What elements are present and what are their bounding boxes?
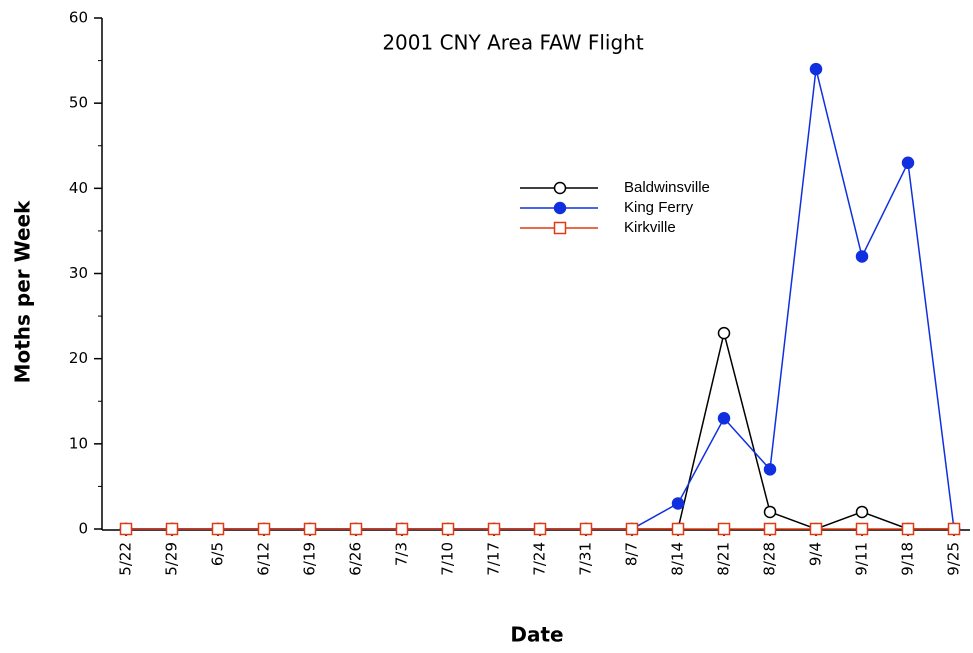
data-point xyxy=(717,522,731,536)
data-point xyxy=(763,522,777,536)
x-tick-label: 9/25 xyxy=(945,542,963,576)
legend-label: Baldwinsville xyxy=(624,179,710,196)
legend-label: King Ferry xyxy=(624,199,694,216)
data-point xyxy=(671,522,685,536)
data-point xyxy=(579,522,593,536)
y-tick-label: 30 xyxy=(69,264,88,282)
x-tick-label: 6/26 xyxy=(347,542,365,576)
x-tick-label: 7/3 xyxy=(393,542,411,566)
data-point xyxy=(763,505,777,519)
y-tick-label: 10 xyxy=(69,434,88,452)
y-axis-label: Moths per Week xyxy=(11,200,35,383)
chart-title: 2001 CNY Area FAW Flight xyxy=(382,31,644,55)
series-line xyxy=(126,68,955,530)
x-tick-label: 7/17 xyxy=(485,542,503,576)
data-point xyxy=(395,522,409,536)
data-point xyxy=(165,522,179,536)
legend-marker xyxy=(553,201,567,215)
y-tick-label: 20 xyxy=(69,349,88,367)
data-point xyxy=(855,505,869,519)
x-tick-label: 8/7 xyxy=(623,542,641,566)
data-point xyxy=(763,463,777,476)
data-point xyxy=(119,522,133,536)
x-tick-label: 5/29 xyxy=(163,542,181,576)
x-tick-label: 8/28 xyxy=(761,542,779,576)
data-point xyxy=(901,522,915,536)
legend-marker xyxy=(553,221,567,235)
y-tick-label: 50 xyxy=(69,94,88,112)
x-tick-label: 6/12 xyxy=(255,542,273,576)
x-tick-label: 5/22 xyxy=(117,542,135,576)
data-point xyxy=(625,522,639,536)
data-point xyxy=(487,522,501,536)
x-tick-label: 7/24 xyxy=(531,542,549,576)
data-point xyxy=(533,522,547,536)
series-line xyxy=(126,332,954,530)
x-tick-label: 9/11 xyxy=(853,542,871,576)
data-point xyxy=(855,522,869,536)
data-point xyxy=(441,522,455,536)
data-point xyxy=(257,522,271,536)
x-tick-label: 9/4 xyxy=(807,542,825,566)
x-tick-label: 7/31 xyxy=(577,542,595,576)
legend-label: Kirkville xyxy=(624,219,676,236)
data-point xyxy=(947,522,961,536)
data-point xyxy=(717,326,731,340)
data-point xyxy=(717,412,731,425)
data-point xyxy=(901,156,915,170)
y-tick-label: 0 xyxy=(78,520,88,538)
x-tick-label: 6/5 xyxy=(209,542,227,566)
x-tick-label: 7/10 xyxy=(439,542,457,576)
x-axis-label: Date xyxy=(510,623,563,647)
x-tick-label: 8/14 xyxy=(669,542,687,576)
data-point xyxy=(809,62,823,76)
data-point xyxy=(211,522,225,536)
data-point xyxy=(671,497,685,510)
x-tick-label: 8/21 xyxy=(715,542,733,576)
y-tick-label: 60 xyxy=(69,9,88,27)
data-point xyxy=(809,522,823,536)
data-point xyxy=(303,522,317,536)
data-point xyxy=(855,250,869,263)
data-point xyxy=(349,522,363,536)
legend-marker xyxy=(553,181,567,195)
x-tick-label: 6/19 xyxy=(301,542,319,576)
x-tick-label: 9/18 xyxy=(899,542,917,576)
y-tick-label: 40 xyxy=(69,179,88,197)
